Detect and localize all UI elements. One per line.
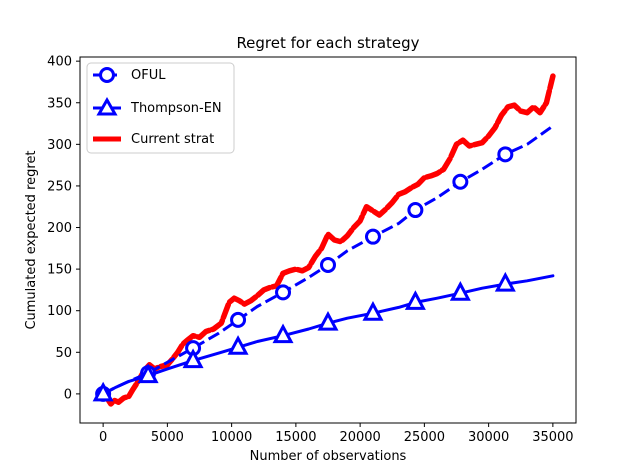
data-point xyxy=(449,281,471,301)
x-tick-label: 5000 xyxy=(151,430,184,445)
x-tick-label: 25000 xyxy=(404,430,445,445)
y-axis-label: Cumulated expected regret xyxy=(24,150,39,329)
data-point xyxy=(494,271,516,292)
plot-frame xyxy=(79,56,577,424)
y-tick-label: 50 xyxy=(55,346,72,361)
legend-box xyxy=(86,62,235,154)
legend-label-current-strat: Current strat xyxy=(131,132,214,147)
legend-item-thompson-en: Thompson-EN xyxy=(93,96,222,116)
data-point xyxy=(497,146,514,163)
data-point xyxy=(272,323,294,344)
data-point xyxy=(364,228,381,245)
y-tick-label: 150 xyxy=(47,263,72,278)
data-point xyxy=(137,363,159,384)
series-oful xyxy=(95,124,554,402)
data-point xyxy=(317,310,339,331)
legend-marker-oful xyxy=(99,67,115,83)
y-tick-label: 100 xyxy=(47,304,72,319)
data-point xyxy=(275,284,292,301)
series-layer xyxy=(92,73,556,407)
data-point xyxy=(227,335,249,355)
data-point xyxy=(452,173,469,190)
series-thompson-en xyxy=(92,271,555,402)
x-tick-label: 30000 xyxy=(468,430,509,445)
data-point xyxy=(182,348,204,369)
data-point xyxy=(407,202,424,219)
data-point xyxy=(92,381,114,402)
legend-marker-thompson-en xyxy=(96,96,118,116)
y-tick-label: 400 xyxy=(47,55,72,70)
y-tick-label: 200 xyxy=(47,221,72,236)
y-tick-label: 0 xyxy=(64,387,72,402)
data-point xyxy=(362,301,384,321)
x-tick-label: 20000 xyxy=(339,430,380,445)
legend-item-current-strat: Current strat xyxy=(93,132,214,147)
x-axis-label: Number of observations xyxy=(250,449,407,464)
chart-title: Regret for each strategy xyxy=(236,34,419,52)
x-tick-label: 35000 xyxy=(532,430,573,445)
y-tick-label: 300 xyxy=(47,138,72,153)
y-tick-label: 250 xyxy=(47,179,72,194)
x-tick-label: 0 xyxy=(99,430,107,445)
y-tick-label: 350 xyxy=(47,96,72,111)
data-point xyxy=(320,256,336,273)
series-line-oful xyxy=(102,124,554,396)
legend-item-oful: OFUL xyxy=(93,67,166,83)
x-tick-label: 15000 xyxy=(275,430,316,445)
plot-area xyxy=(79,56,577,424)
y-axis: 0 50 100 150 200 250 300 350 400 xyxy=(47,55,80,402)
data-point xyxy=(230,311,247,328)
legend-label-thompson-en: Thompson-EN xyxy=(130,101,222,116)
x-tick-label: 10000 xyxy=(211,430,252,445)
legend-label-oful: OFUL xyxy=(131,68,166,83)
data-point xyxy=(404,290,426,310)
x-axis: 0 5000 10000 15000 20000 25000 30000 35000 xyxy=(99,423,574,445)
legend: OFUL Thompson-EN Current strat xyxy=(86,62,235,154)
series-line-thompson-en xyxy=(101,274,555,396)
